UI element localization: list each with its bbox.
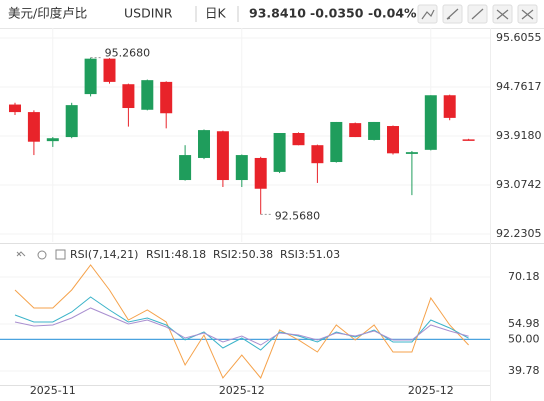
candle-body bbox=[387, 126, 399, 154]
annotation-label: 95.2680 bbox=[105, 47, 151, 60]
candle-body bbox=[198, 130, 210, 158]
symbol: USDINR bbox=[124, 6, 173, 21]
candle-body bbox=[424, 95, 437, 150]
change: -0.0350 bbox=[310, 6, 364, 21]
candle-body bbox=[216, 131, 229, 181]
reference-label-bg bbox=[500, 332, 544, 347]
candle-body bbox=[84, 58, 97, 95]
legend-label: RSI3:51.03 bbox=[280, 248, 340, 261]
y-tick-label: 70.18 bbox=[508, 270, 540, 283]
candle-body bbox=[46, 138, 59, 142]
reference-label: 50.00 bbox=[508, 332, 540, 345]
x-tick-label: 2025-11 bbox=[30, 384, 76, 397]
icon bbox=[16, 251, 26, 257]
price: 93.8410 bbox=[249, 6, 306, 21]
candle-body bbox=[141, 80, 154, 110]
y-tick-label: 39.78 bbox=[508, 364, 540, 377]
y-tick-label: 93.9180 bbox=[496, 129, 542, 142]
candle-body bbox=[311, 145, 324, 164]
pair-name: 美元/印度卢比 bbox=[8, 6, 87, 21]
candle-body bbox=[254, 157, 267, 189]
icon bbox=[446, 8, 459, 20]
tool-icons bbox=[421, 8, 534, 20]
y-tick-label: 93.0742 bbox=[496, 178, 542, 191]
candle-body bbox=[349, 123, 362, 138]
candle-body bbox=[273, 132, 286, 172]
y-tick-label: 92.2305 bbox=[496, 227, 542, 240]
change-pct: -0.04% bbox=[368, 6, 417, 21]
icon bbox=[496, 9, 509, 20]
candle-body bbox=[9, 104, 21, 113]
x-tick-label: 2025-12 bbox=[408, 384, 454, 397]
candle-body bbox=[235, 155, 248, 181]
rsi-line bbox=[14, 307, 469, 346]
candle-body bbox=[160, 81, 173, 114]
icon[interactable] bbox=[37, 250, 47, 260]
candle-body bbox=[462, 139, 475, 141]
candle-body bbox=[368, 121, 381, 140]
rsi-line bbox=[14, 264, 469, 379]
y-tick-label: 94.7617 bbox=[496, 80, 542, 93]
legend-label: RSI2:50.38 bbox=[213, 248, 273, 261]
candle-body bbox=[443, 95, 456, 118]
annotation-label: 92.5680 bbox=[275, 209, 321, 222]
y-tick-label: 54.98 bbox=[508, 317, 540, 330]
icon bbox=[471, 8, 484, 20]
rsi-icons bbox=[16, 249, 66, 260]
candle-body bbox=[405, 152, 418, 154]
candle-body bbox=[122, 84, 135, 109]
icon bbox=[421, 9, 435, 20]
candle-body bbox=[65, 105, 78, 138]
candle-body bbox=[292, 132, 305, 146]
x-tick-label: 2025-12 bbox=[219, 384, 265, 397]
candle-body bbox=[27, 112, 40, 142]
tool-button[interactable] bbox=[417, 4, 438, 24]
candle-body bbox=[103, 58, 116, 82]
legend-label: RSI1:48.18 bbox=[146, 248, 206, 261]
icon[interactable] bbox=[55, 249, 66, 260]
candle-body bbox=[330, 121, 343, 163]
icon bbox=[521, 9, 534, 20]
rsi-title: RSI(7,14,21) bbox=[70, 248, 138, 261]
y-tick-label: 95.6055 bbox=[496, 31, 542, 44]
period: 日K bbox=[205, 6, 227, 21]
candle-body bbox=[179, 155, 192, 181]
rsi-line bbox=[14, 296, 469, 351]
